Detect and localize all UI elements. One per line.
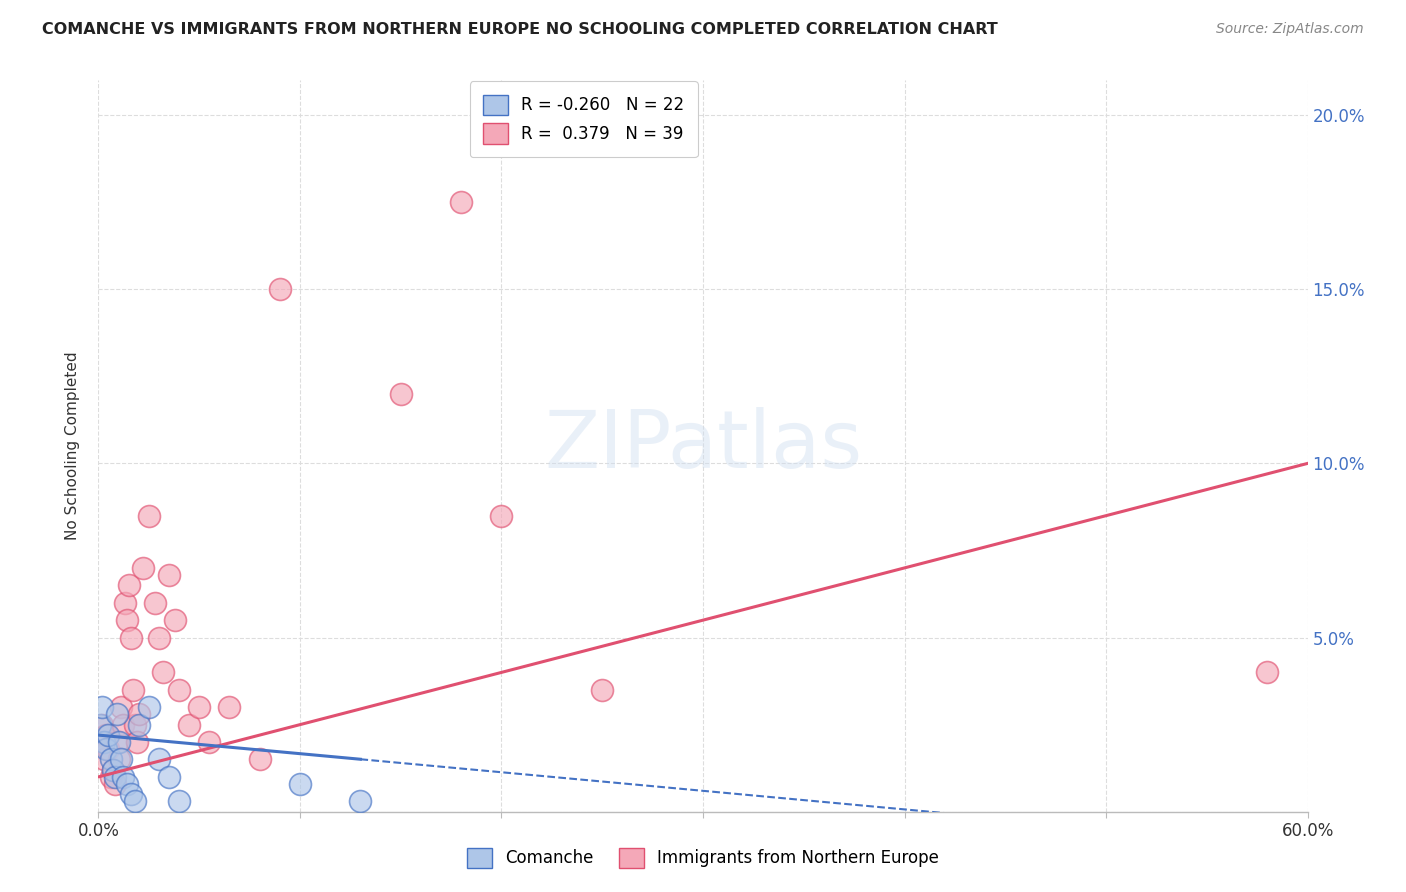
Point: [120, 787, 142, 801]
Legend: Comanche, Immigrants from Northern Europe: Comanche, Immigrants from Northern Europ…: [460, 841, 946, 875]
Point: [89, 717, 111, 731]
Point: [124, 717, 146, 731]
Point: [349, 794, 371, 808]
Point: [179, 717, 201, 731]
Point: [249, 752, 271, 766]
Text: Source: ZipAtlas.com: Source: ZipAtlas.com: [1216, 22, 1364, 37]
Point: [110, 752, 132, 766]
Point: [269, 282, 291, 296]
Point: [115, 613, 138, 627]
Point: [111, 717, 134, 731]
Point: [218, 700, 240, 714]
Point: [105, 735, 128, 749]
Point: [157, 567, 180, 582]
Point: [110, 700, 132, 714]
Point: [91, 700, 114, 714]
Point: [105, 707, 128, 722]
Point: [163, 613, 186, 627]
Point: [152, 665, 174, 680]
Legend: R = -0.260   N = 22, R =  0.379   N = 39: R = -0.260 N = 22, R = 0.379 N = 39: [470, 81, 697, 157]
Point: [101, 763, 124, 777]
Point: [118, 578, 141, 592]
Text: COMANCHE VS IMMIGRANTS FROM NORTHERN EUROPE NO SCHOOLING COMPLETED CORRELATION C: COMANCHE VS IMMIGRANTS FROM NORTHERN EUR…: [42, 22, 998, 37]
Point: [97, 742, 120, 756]
Point: [167, 682, 190, 697]
Point: [1256, 665, 1278, 680]
Point: [114, 596, 136, 610]
Point: [100, 752, 122, 766]
Point: [107, 735, 129, 749]
Point: [115, 777, 138, 791]
Point: [125, 735, 148, 749]
Point: [101, 763, 124, 777]
Point: [389, 386, 412, 401]
Point: [288, 777, 311, 791]
Point: [157, 770, 180, 784]
Point: [128, 707, 150, 722]
Point: [120, 631, 142, 645]
Point: [128, 717, 150, 731]
Y-axis label: No Schooling Completed: No Schooling Completed: [65, 351, 80, 541]
Point: [93, 752, 115, 766]
Point: [450, 195, 472, 210]
Point: [198, 735, 221, 749]
Point: [96, 742, 118, 756]
Point: [491, 508, 513, 523]
Point: [591, 682, 613, 697]
Point: [111, 770, 134, 784]
Point: [188, 700, 211, 714]
Point: [89, 735, 111, 749]
Point: [132, 561, 155, 575]
Point: [143, 596, 166, 610]
Point: [167, 794, 190, 808]
Point: [124, 794, 146, 808]
Point: [91, 717, 114, 731]
Text: ZIPatlas: ZIPatlas: [544, 407, 862, 485]
Point: [138, 700, 160, 714]
Point: [103, 777, 125, 791]
Point: [97, 728, 120, 742]
Point: [148, 752, 170, 766]
Point: [107, 752, 129, 766]
Point: [121, 682, 143, 697]
Point: [103, 770, 125, 784]
Point: [96, 728, 118, 742]
Point: [100, 770, 122, 784]
Point: [148, 631, 170, 645]
Point: [138, 508, 160, 523]
Point: [93, 735, 115, 749]
